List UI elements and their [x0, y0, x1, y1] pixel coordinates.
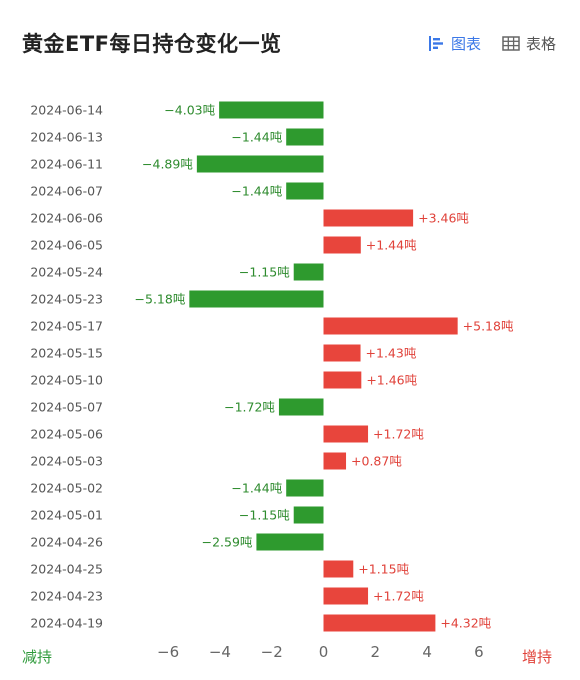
- data-label: −4.89吨: [142, 157, 193, 172]
- category-label: 2024-06-05: [30, 238, 103, 253]
- bar: [323, 371, 362, 389]
- category-label: 2024-06-06: [30, 211, 103, 226]
- data-label: +1.72吨: [373, 427, 424, 442]
- category-label: 2024-05-03: [30, 454, 103, 469]
- category-label: 2024-05-01: [30, 508, 103, 523]
- data-label: +4.32吨: [440, 616, 491, 631]
- category-label: 2024-06-14: [30, 103, 103, 118]
- decrease-axis-label: 减持: [22, 648, 53, 666]
- category-label: 2024-05-02: [30, 481, 103, 496]
- bar: [219, 101, 324, 119]
- chart-header: 黄金ETF每日持仓变化一览 图表 表格: [0, 0, 580, 80]
- bar: [323, 452, 347, 470]
- data-label: +3.46吨: [418, 211, 469, 226]
- bar: [286, 182, 324, 200]
- bar: [189, 290, 324, 308]
- bar: [323, 587, 369, 605]
- category-label: 2024-05-10: [30, 373, 103, 388]
- data-label: +0.87吨: [351, 454, 402, 469]
- category-label: 2024-05-23: [30, 292, 103, 307]
- x-tick-label: −4: [209, 643, 231, 661]
- data-label: −1.44吨: [231, 130, 282, 145]
- data-label: −4.03吨: [164, 103, 215, 118]
- tab-table[interactable]: 表格: [502, 33, 556, 54]
- x-tick-label: 2: [371, 643, 381, 661]
- bar: [286, 479, 324, 497]
- category-label: 2024-06-07: [30, 184, 103, 199]
- x-tick-label: 4: [422, 643, 432, 661]
- bar: [293, 263, 324, 281]
- tab-chart[interactable]: 图表: [428, 33, 481, 54]
- bar: [278, 398, 324, 416]
- data-label: −2.59吨: [202, 535, 253, 550]
- tab-table-label: 表格: [526, 35, 557, 53]
- category-label: 2024-05-06: [30, 427, 103, 442]
- data-label: +1.44吨: [366, 238, 417, 253]
- data-label: +1.15吨: [358, 562, 409, 577]
- category-label: 2024-05-15: [30, 346, 103, 361]
- bar: [323, 425, 369, 443]
- page-title: 黄金ETF每日持仓变化一览: [22, 32, 282, 56]
- category-label: 2024-06-11: [30, 157, 103, 172]
- data-label: +1.46吨: [366, 373, 417, 388]
- tab-chart-label: 图表: [451, 35, 482, 53]
- data-label: +5.18吨: [463, 319, 514, 334]
- category-label: 2024-05-07: [30, 400, 103, 415]
- data-label: +1.72吨: [373, 589, 424, 604]
- data-label: −1.15吨: [239, 265, 290, 280]
- data-label: −1.72吨: [224, 400, 275, 415]
- bar: [293, 506, 324, 524]
- category-label: 2024-06-13: [30, 130, 103, 145]
- category-label: 2024-05-24: [30, 265, 103, 280]
- bar: [323, 344, 361, 362]
- bar-chart-icon: [429, 36, 443, 51]
- data-label: −5.18吨: [135, 292, 186, 307]
- bar: [256, 533, 324, 551]
- bar: [323, 236, 361, 254]
- bar-chart: 2024-06-14 −4.03吨 2024-06-13 −1.44吨 2024-06-…: [30, 101, 514, 661]
- bar: [323, 209, 414, 227]
- data-label: −1.44吨: [231, 184, 282, 199]
- table-icon: [502, 36, 520, 51]
- bar: [323, 614, 436, 632]
- bar: [286, 128, 324, 146]
- x-tick-label: −2: [261, 643, 283, 661]
- data-label: −1.44吨: [231, 481, 282, 496]
- data-label: −1.15吨: [239, 508, 290, 523]
- category-label: 2024-04-25: [30, 562, 103, 577]
- data-label: +1.43吨: [366, 346, 417, 361]
- x-tick-label: −6: [157, 643, 179, 661]
- bar: [323, 317, 458, 335]
- category-label: 2024-04-26: [30, 535, 103, 550]
- x-tick-label: 0: [319, 643, 329, 661]
- category-label: 2024-05-17: [30, 319, 103, 334]
- category-label: 2024-04-23: [30, 589, 103, 604]
- bar: [196, 155, 324, 173]
- category-label: 2024-04-19: [30, 616, 103, 631]
- increase-axis-label: 增持: [522, 648, 553, 666]
- x-tick-label: 6: [474, 643, 484, 661]
- bar: [323, 560, 354, 578]
